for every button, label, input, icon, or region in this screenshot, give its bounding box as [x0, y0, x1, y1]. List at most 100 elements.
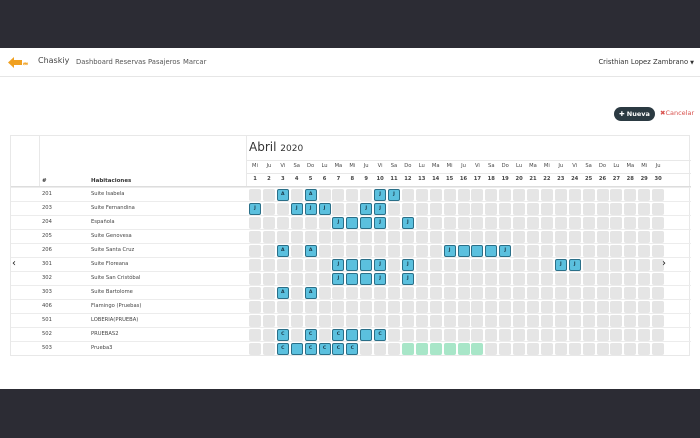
- day-cell[interactable]: [262, 329, 275, 341]
- day-cell[interactable]: [596, 245, 609, 257]
- reservation-cell[interactable]: J: [332, 273, 345, 285]
- reservation-cell[interactable]: [346, 259, 359, 271]
- day-cell[interactable]: [443, 273, 456, 285]
- reservation-cell[interactable]: C: [346, 343, 359, 355]
- day-cell[interactable]: [262, 203, 275, 215]
- available-cell[interactable]: [401, 343, 414, 355]
- day-cell[interactable]: [276, 301, 289, 313]
- day-cell[interactable]: [388, 315, 400, 327]
- day-cell[interactable]: [290, 301, 303, 313]
- day-cell[interactable]: [624, 287, 637, 299]
- reservation-cell[interactable]: J: [374, 273, 387, 285]
- day-cell[interactable]: [527, 217, 539, 229]
- day-cell[interactable]: [638, 329, 651, 341]
- day-cell[interactable]: [499, 287, 512, 299]
- day-cell[interactable]: [332, 287, 345, 299]
- day-cell[interactable]: [415, 231, 428, 243]
- day-cell[interactable]: [388, 273, 400, 285]
- day-cell[interactable]: [249, 189, 261, 201]
- day-cell[interactable]: [624, 273, 637, 285]
- reservation-cell[interactable]: [471, 245, 484, 257]
- reservation-cell[interactable]: J: [443, 245, 456, 257]
- day-cell[interactable]: [374, 287, 387, 299]
- day-cell[interactable]: [485, 329, 498, 341]
- day-cell[interactable]: [249, 301, 261, 313]
- day-cell[interactable]: [262, 245, 275, 257]
- day-cell[interactable]: [527, 189, 539, 201]
- day-cell[interactable]: [471, 301, 484, 313]
- day-cell[interactable]: [527, 245, 539, 257]
- day-cell[interactable]: [527, 203, 539, 215]
- day-cell[interactable]: [318, 301, 331, 313]
- day-cell[interactable]: [346, 189, 359, 201]
- day-cell[interactable]: [388, 259, 400, 271]
- day-cell[interactable]: [485, 259, 498, 271]
- reservation-cell[interactable]: J: [374, 217, 387, 229]
- day-cell[interactable]: [485, 231, 498, 243]
- day-cell[interactable]: [485, 287, 498, 299]
- day-cell[interactable]: [415, 245, 428, 257]
- day-cell[interactable]: [610, 329, 623, 341]
- day-cell[interactable]: [388, 231, 400, 243]
- day-cell[interactable]: [332, 301, 345, 313]
- day-cell[interactable]: [429, 301, 442, 313]
- day-cell[interactable]: [318, 315, 331, 327]
- day-cell[interactable]: [374, 343, 387, 355]
- day-cell[interactable]: [374, 301, 387, 313]
- day-cell[interactable]: [429, 287, 442, 299]
- day-cell[interactable]: [249, 259, 261, 271]
- day-cell[interactable]: [652, 231, 665, 243]
- day-cell[interactable]: [471, 315, 484, 327]
- reservation-cell[interactable]: J: [401, 217, 414, 229]
- day-cell[interactable]: [527, 259, 539, 271]
- day-cell[interactable]: [318, 245, 331, 257]
- day-cell[interactable]: [249, 273, 261, 285]
- day-cell[interactable]: [249, 315, 261, 327]
- day-cell[interactable]: [513, 287, 526, 299]
- day-cell[interactable]: [610, 315, 623, 327]
- reservation-cell[interactable]: [360, 217, 373, 229]
- day-cell[interactable]: [457, 329, 470, 341]
- day-cell[interactable]: [610, 301, 623, 313]
- day-cell[interactable]: [527, 273, 539, 285]
- day-cell[interactable]: [638, 343, 651, 355]
- day-cell[interactable]: [332, 315, 345, 327]
- available-cell[interactable]: [415, 343, 428, 355]
- day-cell[interactable]: [457, 203, 470, 215]
- day-cell[interactable]: [610, 189, 623, 201]
- day-cell[interactable]: [582, 329, 595, 341]
- day-cell[interactable]: [415, 287, 428, 299]
- day-cell[interactable]: [499, 231, 512, 243]
- day-cell[interactable]: [457, 287, 470, 299]
- reservation-cell[interactable]: C: [318, 343, 331, 355]
- nav-dashboard[interactable]: Dashboard: [76, 58, 113, 66]
- day-cell[interactable]: [360, 231, 373, 243]
- day-cell[interactable]: [471, 273, 484, 285]
- day-cell[interactable]: [638, 189, 651, 201]
- day-cell[interactable]: [332, 203, 345, 215]
- day-cell[interactable]: [554, 301, 567, 313]
- day-cell[interactable]: [401, 287, 414, 299]
- day-cell[interactable]: [540, 315, 553, 327]
- day-cell[interactable]: [346, 315, 359, 327]
- day-cell[interactable]: [457, 231, 470, 243]
- day-cell[interactable]: [527, 287, 539, 299]
- brand-name[interactable]: Chaskiy: [38, 56, 70, 65]
- day-cell[interactable]: [582, 189, 595, 201]
- day-cell[interactable]: [429, 231, 442, 243]
- day-cell[interactable]: [318, 273, 331, 285]
- day-cell[interactable]: [262, 343, 275, 355]
- day-cell[interactable]: [513, 315, 526, 327]
- day-cell[interactable]: [568, 287, 581, 299]
- day-cell[interactable]: [568, 245, 581, 257]
- day-cell[interactable]: [624, 315, 637, 327]
- day-cell[interactable]: [540, 245, 553, 257]
- day-cell[interactable]: [527, 315, 539, 327]
- day-cell[interactable]: [443, 315, 456, 327]
- day-cell[interactable]: [304, 273, 317, 285]
- available-cell[interactable]: [429, 343, 442, 355]
- day-cell[interactable]: [374, 315, 387, 327]
- day-cell[interactable]: [638, 315, 651, 327]
- day-cell[interactable]: [443, 189, 456, 201]
- day-cell[interactable]: [290, 315, 303, 327]
